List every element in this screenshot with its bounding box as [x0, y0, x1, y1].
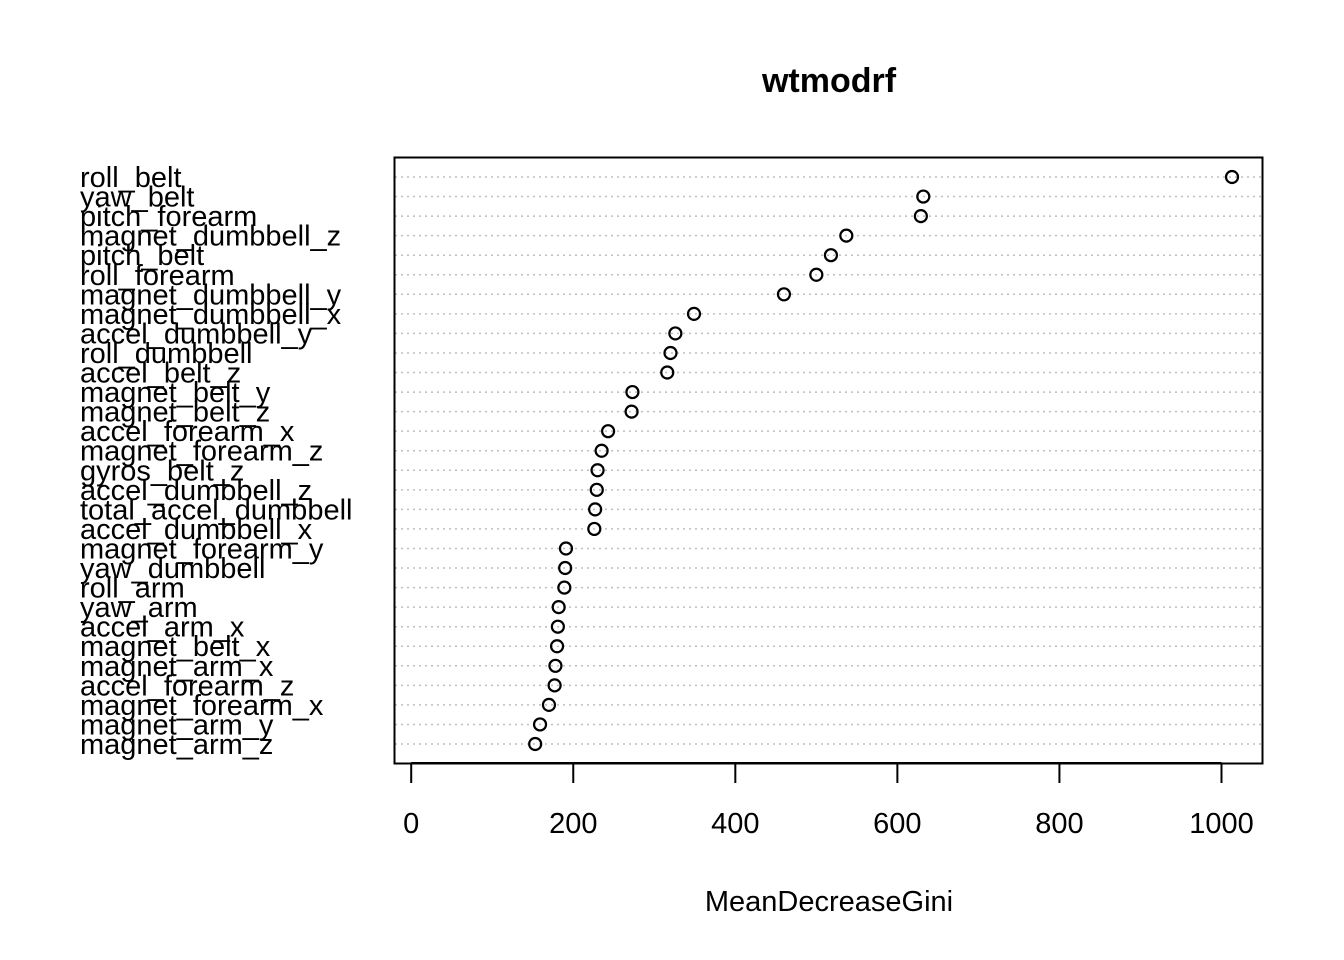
row-labels: roll_beltyaw_beltpitch_forearmmagnet_dum… [80, 162, 352, 761]
row-label: magnet_belt_y [80, 377, 271, 409]
data-point [547, 678, 562, 693]
data-point [558, 541, 574, 556]
row-label: magnet_arm_z [80, 729, 273, 761]
data-point [548, 658, 563, 673]
data-point [663, 345, 678, 361]
row-label: magnet_forearm_x [80, 690, 324, 722]
data-point [916, 189, 931, 204]
data-points [528, 169, 1240, 752]
row-label: accel_dumbbell_y [80, 318, 313, 350]
row-label: roll_dumbbell [80, 338, 253, 370]
data-point [660, 365, 675, 380]
data-point [590, 463, 605, 478]
row-label: roll_belt [80, 162, 182, 194]
data-point [776, 287, 792, 302]
x-tick-label: 0 [403, 808, 419, 840]
row-label: magnet_dumbbell_y [80, 279, 342, 311]
row-label: accel_belt_z [80, 358, 241, 390]
data-point [532, 717, 548, 732]
data-point [551, 600, 566, 615]
x-tick-label: 600 [873, 808, 921, 840]
data-point [624, 404, 639, 419]
data-point [823, 248, 839, 263]
row-label: roll_arm [80, 573, 185, 605]
gridlines [395, 176, 1262, 745]
data-point [549, 639, 565, 654]
row-label: total_accel_dumbbell [80, 494, 352, 526]
row-label: magnet_dumbbell_x [80, 299, 342, 331]
chart-title: wtmodrf [761, 62, 897, 100]
row-label: magnet_belt_x [80, 631, 271, 663]
row-label: accel_arm_x [80, 612, 245, 644]
plot-frame [393, 156, 1264, 765]
data-point [589, 482, 604, 497]
data-point [528, 736, 543, 752]
data-point [668, 326, 683, 341]
row-label: magnet_forearm_y [80, 533, 324, 565]
data-point [839, 228, 854, 243]
row-label: magnet_arm_x [80, 651, 274, 683]
row-label: gyros_belt_z [80, 455, 244, 487]
data-point [541, 697, 557, 712]
x-tick-label: 400 [711, 808, 759, 840]
row-label: magnet_arm_y [80, 709, 274, 741]
x-tick-label: 1000 [1189, 808, 1254, 840]
data-point [686, 306, 702, 321]
row-label: accel_forearm_z [80, 670, 294, 702]
data-point [601, 424, 616, 439]
row-label: accel_forearm_x [80, 416, 295, 448]
data-point [1224, 169, 1240, 185]
data-point [587, 521, 602, 537]
row-label: yaw_dumbbell [80, 553, 265, 585]
data-point [594, 443, 609, 458]
row-label: accel_dumbbell_x [80, 514, 313, 546]
data-point [557, 580, 572, 595]
row-label: accel_dumbbell_z [80, 475, 312, 507]
data-point [809, 267, 824, 282]
row-label: magnet_dumbbell_z [80, 221, 341, 253]
data-point [558, 560, 573, 576]
data-point [588, 502, 603, 517]
x-axis-title: MeanDecreaseGini [705, 886, 953, 918]
x-axis: 0 200 400 600 800 1000 [403, 762, 1254, 840]
row-label: yaw_arm [80, 592, 198, 624]
row-label: pitch_belt [80, 240, 204, 272]
data-point [625, 384, 640, 400]
row-label: magnet_belt_z [80, 397, 270, 429]
data-point [550, 619, 565, 634]
row-label: roll_forearm [80, 260, 235, 292]
x-tick-label: 800 [1035, 808, 1083, 840]
x-tick-label: 200 [549, 808, 597, 840]
row-label: magnet_forearm_z [80, 436, 323, 468]
row-label: yaw_belt [80, 182, 194, 214]
row-label: pitch_forearm [80, 201, 257, 233]
data-point [913, 209, 928, 224]
